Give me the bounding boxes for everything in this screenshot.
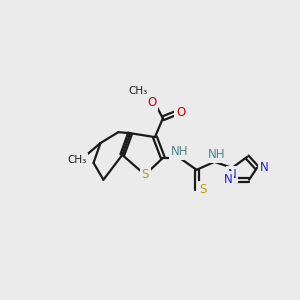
Text: NH: NH	[171, 146, 188, 158]
Text: O: O	[147, 96, 157, 109]
Text: NH: NH	[208, 148, 225, 161]
Text: S: S	[199, 183, 206, 196]
Text: O: O	[176, 106, 185, 119]
Text: N: N	[228, 168, 237, 181]
Text: CH₃: CH₃	[67, 155, 86, 165]
Text: N: N	[260, 161, 268, 174]
Text: CH₃: CH₃	[128, 85, 148, 96]
Text: S: S	[141, 168, 149, 181]
Text: N: N	[224, 173, 233, 186]
